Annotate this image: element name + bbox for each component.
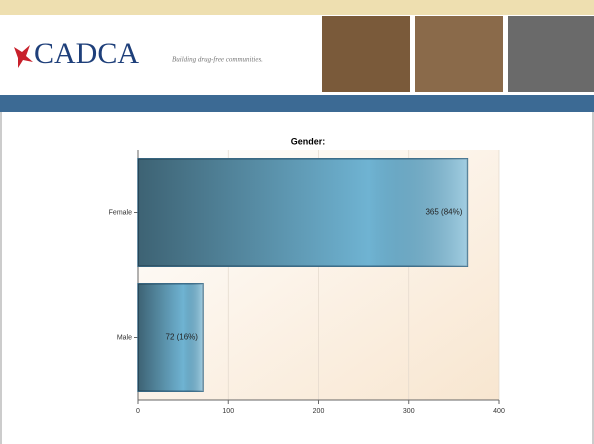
value-label: 72 (16%): [166, 333, 199, 342]
y-tick-label: Female: [109, 209, 132, 216]
x-tick-label: 400: [493, 408, 505, 415]
value-label: 365 (84%): [425, 208, 462, 217]
x-tick-label: 200: [313, 408, 325, 415]
blue-band: [0, 95, 594, 112]
bar-shade: [138, 159, 467, 267]
x-tick-label: 0: [136, 408, 140, 415]
x-tick-label: 300: [403, 408, 415, 415]
photo: [322, 16, 410, 92]
slide: CADCA Building drug-free communities. Ge…: [0, 0, 594, 444]
tagline: Building drug-free communities.: [172, 56, 263, 64]
photo: [415, 16, 503, 92]
photo: [508, 16, 594, 92]
chart-title: Gender:: [291, 136, 326, 146]
x-tick-label: 100: [222, 408, 234, 415]
top-strip: [0, 0, 594, 15]
logo: CADCA: [34, 37, 139, 70]
y-tick-label: Male: [117, 334, 132, 341]
